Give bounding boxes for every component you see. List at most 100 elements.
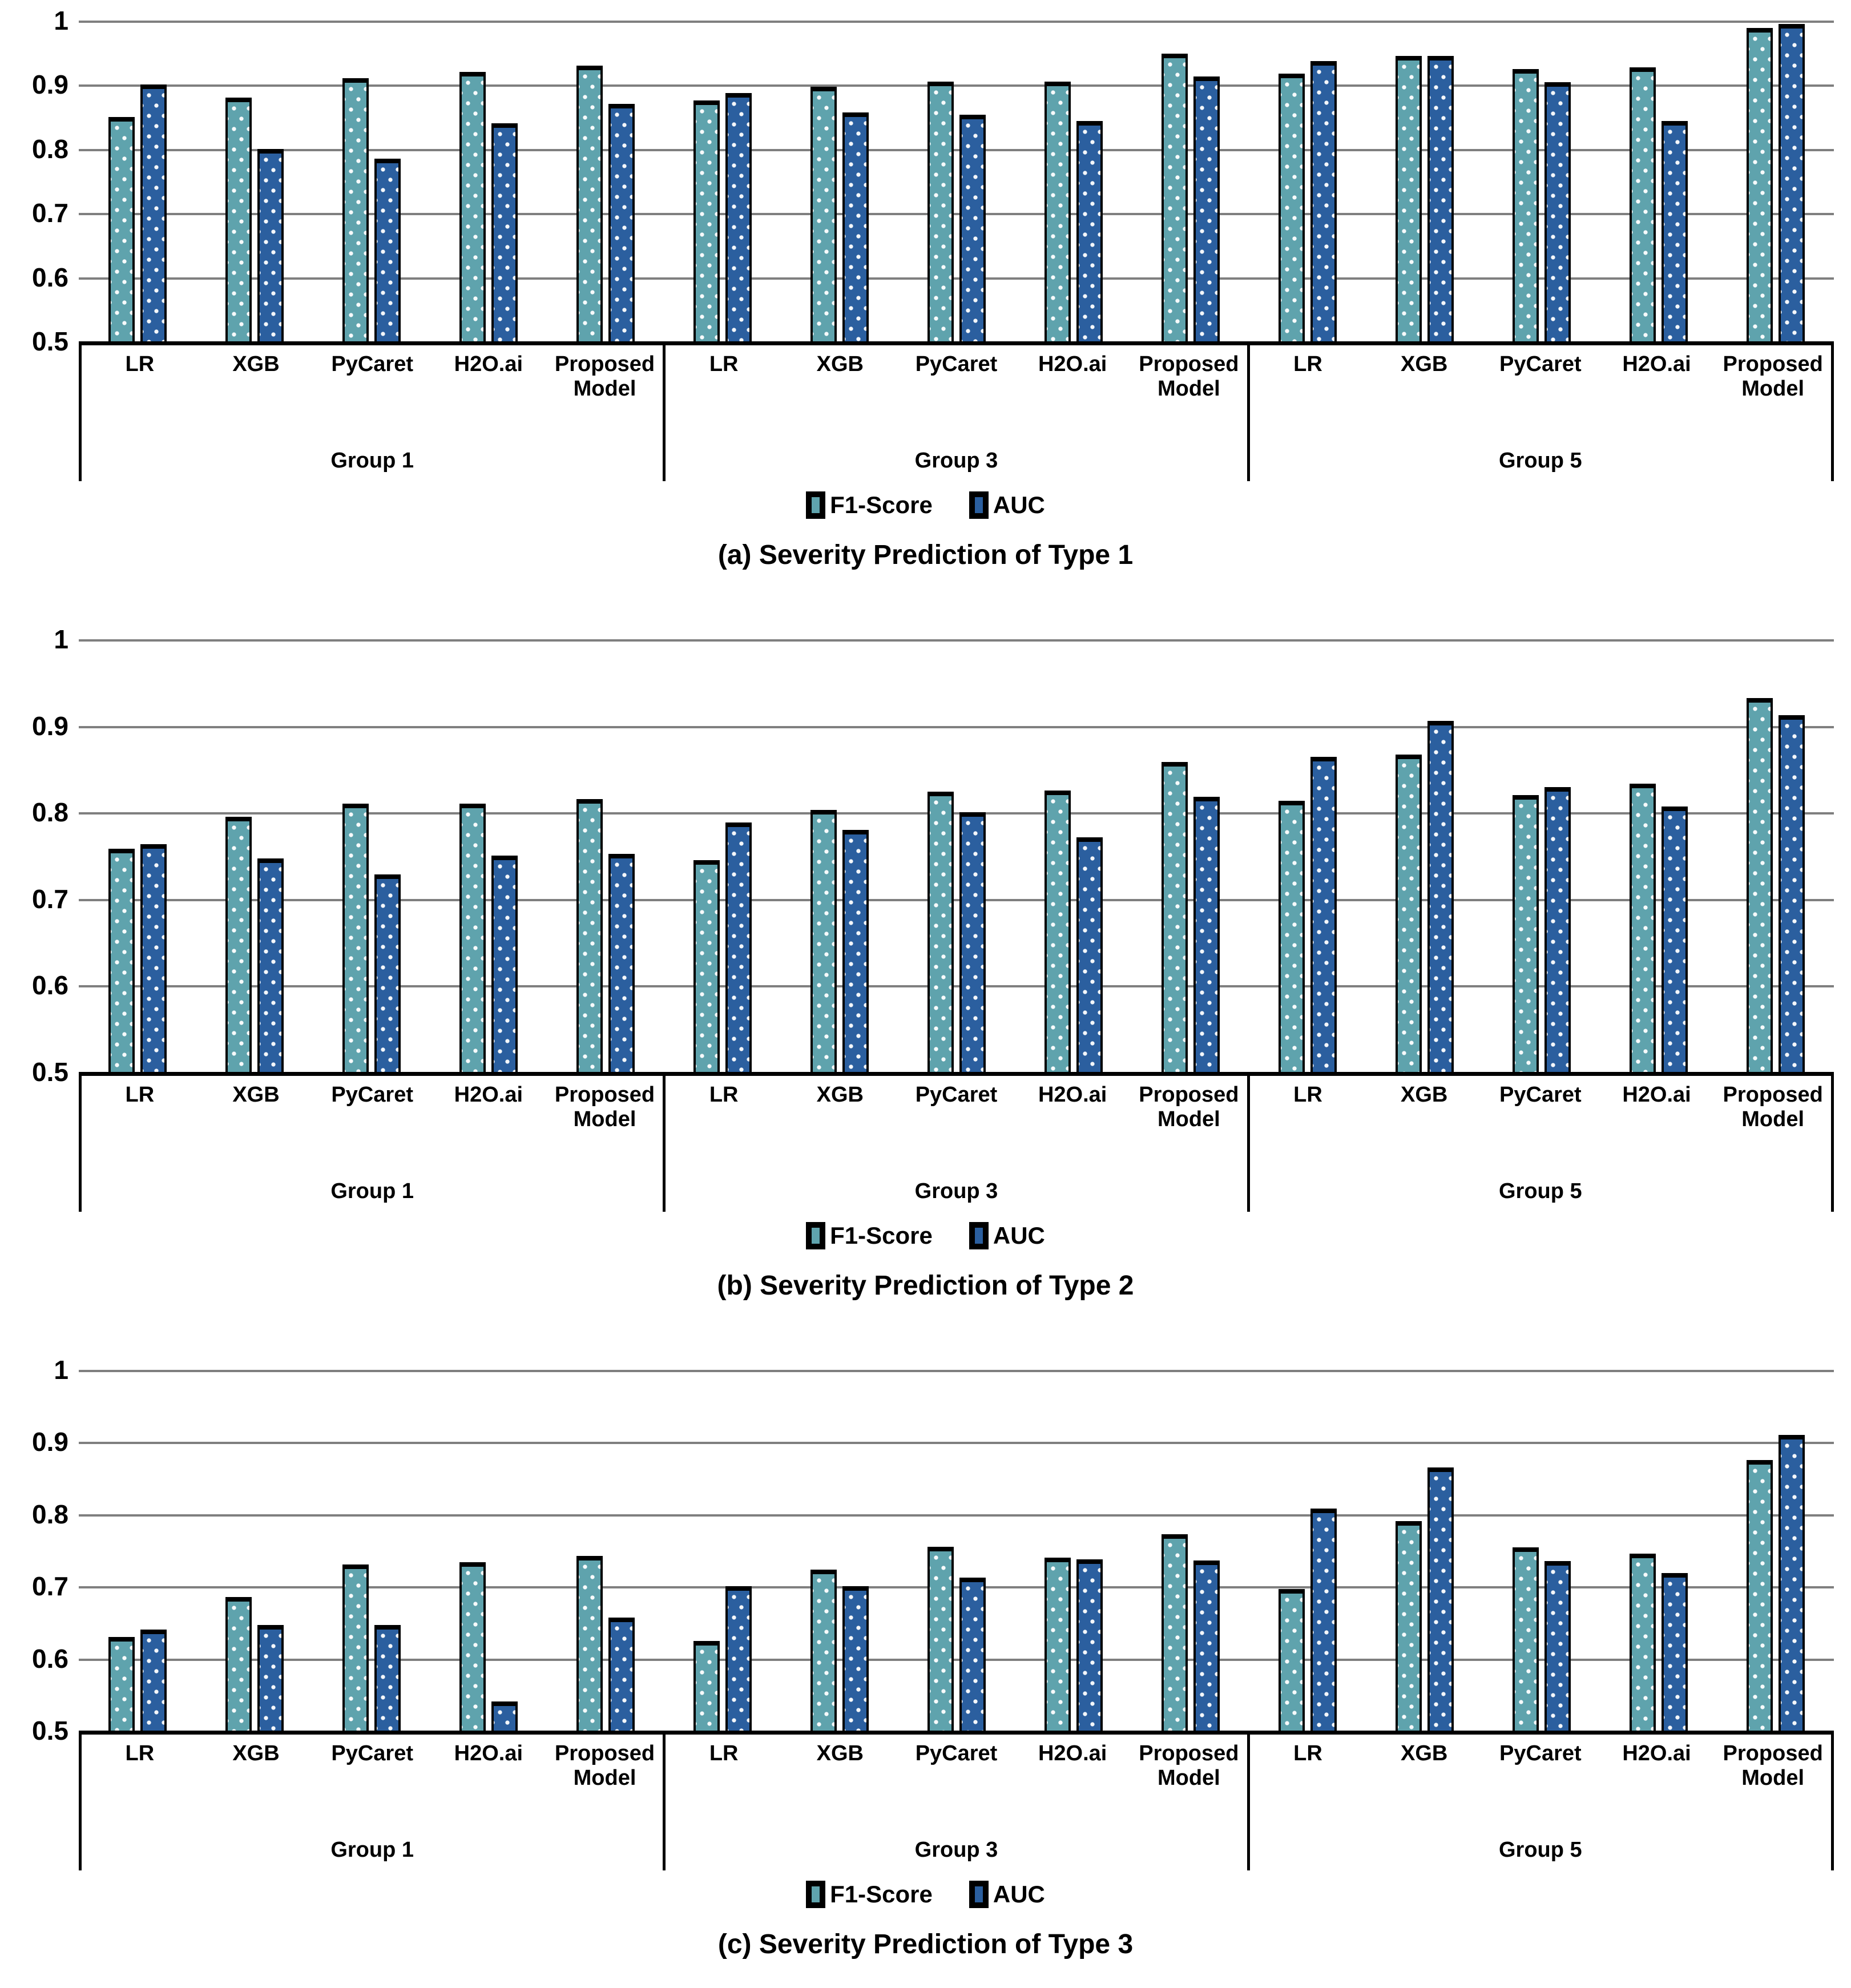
legend-swatch-f1-icon (806, 491, 826, 519)
model-label: H2O.ai (454, 1083, 523, 1107)
model-labels-row: LR XGB PyCaret H2O.ai Proposed Model (82, 345, 663, 401)
legend: F1-Score AUC (0, 1217, 1851, 1254)
model-slot (1249, 639, 1366, 1072)
model-label: XGB (232, 1083, 280, 1107)
model-slot (196, 21, 313, 341)
chart-a: 1 0.9 0.8 0.7 0.6 0.5 LR XGB PyCaret H2O.ai Propos… (0, 0, 1851, 571)
model-label: LR (709, 1741, 739, 1765)
model-slot (664, 1370, 781, 1731)
y-tick-label: 1 (54, 6, 68, 35)
bar-f1 (459, 1562, 486, 1731)
bar-f1 (576, 799, 603, 1072)
group-column-3: LR XGB PyCaret H2O.ai Proposed Model Group 5 (1247, 345, 1831, 481)
y-tick-label: 0.9 (32, 1427, 68, 1457)
bar-auc (1427, 56, 1454, 341)
model-label: LR (125, 1741, 155, 1765)
legend-label: F1-Score (830, 1881, 933, 1908)
y-tick-label: 0.8 (32, 797, 68, 828)
model-slot (430, 639, 547, 1072)
plot-area (79, 1370, 1834, 1731)
model-slot (1249, 21, 1366, 341)
bar-auc (842, 1586, 869, 1731)
gridline (79, 148, 1834, 151)
model-slot (196, 1370, 313, 1731)
model-label: XGB (1400, 1083, 1448, 1107)
bar-auc (1076, 837, 1103, 1072)
legend: F1-Score AUC (0, 1876, 1851, 1913)
y-tick-label: 0.7 (32, 884, 68, 914)
model-slot (1483, 1370, 1600, 1731)
gridline (79, 21, 1834, 23)
model-slot (1717, 1370, 1834, 1731)
bar-f1 (576, 66, 603, 341)
gridline (79, 1370, 1834, 1372)
bar-f1 (1512, 795, 1539, 1072)
y-tick-label: 0.6 (32, 262, 68, 292)
bar-f1 (108, 1637, 135, 1731)
legend: F1-Score AUC (0, 487, 1851, 523)
bar-auc (1778, 24, 1805, 341)
model-slot (547, 1370, 664, 1731)
model-label: Proposed Model (1723, 1083, 1823, 1131)
model-labels-row: LR XGB PyCaret H2O.ai Proposed Model (666, 345, 1247, 401)
model-label: H2O.ai (1038, 1741, 1107, 1765)
plot-area (79, 639, 1834, 1072)
group-label: Group 3 (914, 449, 998, 473)
bar-auc (608, 104, 635, 341)
bar-auc (374, 1625, 401, 1731)
legend-label: AUC (993, 1881, 1045, 1908)
model-label: H2O.ai (1038, 1083, 1107, 1107)
bar-auc (842, 830, 869, 1072)
model-slot (313, 21, 430, 341)
y-tick-label: 0.9 (32, 711, 68, 741)
model-slot (1483, 21, 1600, 341)
group-column-3: LR XGB PyCaret H2O.ai Proposed Model Group 5 (1247, 1076, 1831, 1212)
group-column-2: LR XGB PyCaret H2O.ai Proposed Model Group 3 (663, 1076, 1247, 1212)
gridline (79, 812, 1834, 815)
group-column-2: LR XGB PyCaret H2O.ai Proposed Model Group 3 (663, 345, 1247, 481)
bar-group-2 (664, 1370, 1249, 1731)
model-slot (1015, 21, 1132, 341)
model-label: XGB (1400, 352, 1448, 376)
bar-auc (959, 812, 986, 1072)
bar-group-3 (1249, 21, 1834, 341)
bar-f1 (225, 1597, 252, 1731)
bar-auc (491, 856, 518, 1072)
model-slot (430, 1370, 547, 1731)
bar-f1 (1044, 791, 1071, 1072)
bar-f1 (342, 78, 369, 341)
bar-auc (1427, 721, 1454, 1072)
bar-f1 (810, 87, 837, 341)
bar-f1 (1395, 56, 1422, 341)
bar-f1 (927, 82, 954, 341)
plot-row: 1 0.9 0.8 0.7 0.6 0.5 (0, 1355, 1851, 1745)
chart-caption: (c) Severity Prediction of Type 3 (717, 1929, 1134, 1959)
bar-auc (1661, 1573, 1688, 1731)
gridline (79, 1586, 1834, 1589)
model-slot (1132, 21, 1249, 341)
bar-f1 (342, 1564, 369, 1731)
bar-f1 (1161, 762, 1188, 1072)
chart-caption: (b) Severity Prediction of Type 2 (717, 1271, 1134, 1301)
group-column-2: LR XGB PyCaret H2O.ai Proposed Model Group 3 (663, 1735, 1247, 1870)
model-labels-row: LR XGB PyCaret H2O.ai Proposed Model (1250, 1735, 1831, 1790)
model-label: LR (709, 352, 739, 376)
group-label: Group 1 (330, 1838, 414, 1862)
bar-f1 (576, 1556, 603, 1731)
bar-group-3 (1249, 639, 1834, 1072)
legend-label: F1-Score (830, 491, 933, 518)
bar-auc (842, 112, 869, 341)
y-tick-label: 0.6 (32, 970, 68, 1001)
bar-auc (1661, 807, 1688, 1072)
bar-f1 (108, 117, 135, 341)
group-column-3: LR XGB PyCaret H2O.ai Proposed Model Group 5 (1247, 1735, 1831, 1870)
legend-swatch-auc-icon (969, 491, 989, 519)
model-label: PyCaret (331, 1741, 413, 1765)
model-slot (1600, 21, 1717, 341)
group-label: Group 1 (330, 1179, 414, 1203)
legend-swatch-auc-icon (969, 1222, 989, 1249)
bar-group-2 (664, 639, 1249, 1072)
bar-group-3 (1249, 1370, 1834, 1731)
bar-f1 (810, 810, 837, 1072)
plot-area (79, 21, 1834, 341)
